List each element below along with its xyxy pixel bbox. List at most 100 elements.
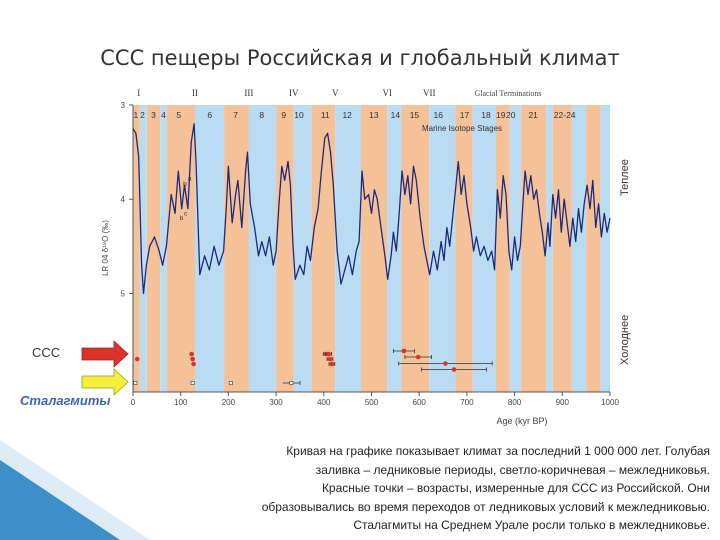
termination-label: VII: [423, 88, 436, 98]
stage-label: 8: [259, 110, 264, 120]
stage-label: 18: [481, 110, 491, 120]
interglacial-band: [586, 105, 601, 392]
point-annotation: b: [183, 181, 187, 188]
ccc-arrow: [81, 340, 129, 368]
glacial-band: [546, 105, 553, 392]
caption-line: Кривая на графике показывает климат за п…: [286, 444, 710, 458]
glacial-band: [387, 105, 402, 392]
marine-isotope-stages-title: Marine Isotope Stages: [422, 124, 502, 133]
ccc-age-point: [326, 351, 331, 357]
y-tick-label: 3: [121, 101, 126, 110]
ccc-age-point: [415, 354, 421, 360]
caption-line: образовывались во время переходов от лед…: [261, 499, 710, 514]
termination-label: I: [137, 88, 140, 98]
x-tick-label: 700: [460, 398, 474, 407]
stage-label: 21: [528, 110, 538, 120]
glacial-band: [248, 105, 277, 392]
stage-label: 12: [342, 110, 352, 120]
termination-label: II: [192, 88, 198, 98]
glacial-band: [160, 105, 167, 392]
stage-label: 3: [151, 110, 156, 120]
stalagmite-age-point: [190, 381, 195, 385]
interglacial-band: [133, 105, 140, 392]
stage-label: 9: [281, 110, 286, 120]
interglacial-band: [361, 105, 388, 392]
termination-label: III: [244, 88, 253, 98]
x-tick-label: 500: [365, 398, 379, 407]
ccc-age-point: [327, 356, 333, 362]
stalagmite-age-point: [289, 381, 294, 385]
caption-line: Сталагмиты на Среднем Урале росли только…: [353, 518, 710, 533]
stage-label: 6: [207, 110, 212, 120]
stage-label: 16: [434, 110, 444, 120]
interglacial-band: [552, 105, 572, 392]
stage-label: 19: [496, 110, 506, 120]
x-tick-label: 300: [269, 398, 283, 407]
x-tick-label: 1000: [601, 398, 619, 407]
point-annotation: c: [184, 210, 188, 217]
ccc-age-point: [190, 356, 195, 362]
stage-label: 11: [321, 110, 330, 120]
ccc-age-point: [401, 348, 407, 354]
interglacial-band: [521, 105, 547, 392]
point-annotation: a: [188, 175, 192, 182]
stage-label: 17: [460, 110, 470, 120]
ccc-age-point: [189, 351, 194, 357]
x-axis-label: Age (kyr BP): [496, 416, 547, 426]
x-tick-label: 200: [222, 398, 236, 407]
x-tick-label: 800: [508, 398, 522, 407]
y-tick-label: 4: [121, 195, 126, 204]
isotope-curve-layer: [132, 123, 611, 295]
termination-label: VI: [382, 88, 392, 98]
termination-label: IV: [289, 88, 299, 98]
x-tick-label: 400: [317, 398, 331, 407]
stage-label: 7: [233, 110, 238, 120]
stage-label: 5: [176, 110, 181, 120]
caption-line: Красные точки – возрасты, измеренные для…: [321, 481, 710, 496]
isotope-curve: [132, 123, 611, 295]
caption-line: заливка – ледниковые периоды, светло-кор…: [315, 462, 710, 477]
glacial-band: [195, 105, 225, 392]
x-tick-label: 600: [413, 398, 427, 407]
ccc-label: ССС: [32, 345, 61, 360]
slide-title: ССС пещеры Российская и глобальный клима…: [100, 46, 620, 70]
x-tick-label: 900: [556, 398, 570, 407]
x-tick-label: 0: [131, 398, 136, 407]
ccc-age-point: [451, 367, 457, 372]
stage-label: 2: [140, 110, 145, 120]
interglacial-band: [224, 105, 249, 392]
ccc-age-point: [134, 356, 140, 362]
glacial-band: [571, 105, 587, 392]
interglacial-band: [311, 105, 336, 392]
glacial-band: [600, 105, 610, 392]
stage-label: 15: [410, 110, 420, 120]
stalagmite-arrow: [81, 368, 129, 396]
y-tick-label: 5: [121, 289, 126, 298]
termination-label: V: [332, 88, 339, 98]
stalagmite-age-point: [228, 381, 233, 385]
stage-label: 20: [506, 110, 516, 120]
y-axis-label: LR 04 δ¹⁸O (‰): [101, 220, 110, 276]
stage-label: 22-24: [554, 110, 576, 120]
stage-label: 14: [391, 110, 401, 120]
glacial-band: [293, 105, 312, 392]
stage-label: 4: [161, 110, 166, 120]
interglacial-band: [276, 105, 294, 392]
glacial-band: [139, 105, 147, 392]
interglacial-band: [455, 105, 473, 392]
warmer-label: Теплее: [619, 159, 631, 196]
interglacial-band: [495, 105, 510, 392]
corner-decoration: [0, 440, 150, 540]
stalagmite-age-point: [133, 381, 138, 385]
glacial-terminations-title: Glacial Terminations: [474, 89, 541, 98]
climate-bands: [133, 105, 610, 392]
stage-label: 13: [369, 110, 379, 120]
colder-label: Холоднее: [619, 314, 631, 365]
point-annotation: b: [180, 215, 184, 222]
age-points: [133, 348, 493, 385]
ccc-age-point: [329, 361, 335, 367]
stage-label: 10: [294, 110, 304, 120]
